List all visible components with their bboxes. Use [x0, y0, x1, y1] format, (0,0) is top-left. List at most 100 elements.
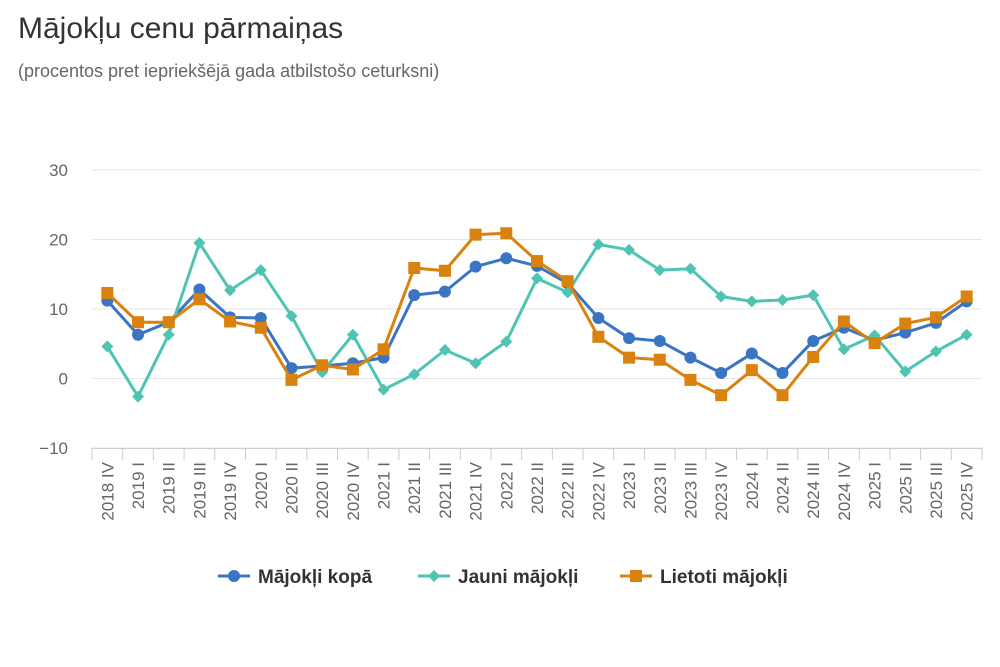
series-2: [101, 227, 973, 402]
x-tick-label: 2024 III: [804, 462, 823, 519]
data-point[interactable]: [807, 334, 820, 347]
data-point[interactable]: [837, 315, 850, 328]
data-point[interactable]: [929, 345, 942, 358]
data-point[interactable]: [745, 295, 758, 308]
data-point[interactable]: [469, 260, 482, 273]
data-point[interactable]: [193, 236, 206, 249]
legend-item[interactable]: Jauni mājokļi: [418, 567, 578, 588]
data-point[interactable]: [715, 389, 728, 402]
data-point[interactable]: [623, 351, 636, 364]
data-point[interactable]: [162, 328, 175, 341]
data-point[interactable]: [592, 312, 605, 325]
data-point[interactable]: [438, 285, 451, 298]
data-point[interactable]: [285, 362, 298, 375]
x-tick-label: 2024 IV: [835, 461, 854, 520]
data-point[interactable]: [807, 350, 820, 363]
data-point[interactable]: [715, 366, 728, 379]
data-point[interactable]: [776, 293, 789, 306]
data-point[interactable]: [776, 366, 789, 379]
x-tick-label: 2025 III: [927, 462, 946, 519]
x-axis: 2018 IV 2019 I 2019 II 2019 III 2019 IV 2020 …: [91, 448, 983, 521]
data-point[interactable]: [653, 353, 666, 366]
x-tick-label: 2023 IV: [712, 461, 731, 520]
data-point[interactable]: [745, 347, 758, 360]
data-point[interactable]: [960, 290, 973, 303]
data-point[interactable]: [899, 365, 912, 378]
x-tick-label: 2021 IV: [467, 461, 486, 520]
y-tick-label: 30: [49, 161, 68, 180]
legend-label: Mājokļi kopā: [258, 567, 372, 588]
data-point[interactable]: [377, 383, 390, 396]
data-point[interactable]: [316, 359, 329, 372]
data-point[interactable]: [684, 373, 697, 386]
data-point[interactable]: [377, 343, 390, 356]
data-point[interactable]: [531, 272, 543, 285]
x-tick-label: 2020 III: [313, 462, 332, 519]
data-point[interactable]: [346, 328, 359, 341]
data-point[interactable]: [500, 252, 513, 265]
series-group: [101, 227, 973, 403]
data-point[interactable]: [684, 351, 697, 364]
data-point[interactable]: [592, 330, 605, 343]
data-point[interactable]: [653, 334, 666, 347]
data-point[interactable]: [254, 264, 267, 277]
data-point[interactable]: [438, 264, 451, 277]
data-point[interactable]: [132, 390, 145, 403]
data-point[interactable]: [807, 289, 820, 302]
data-point[interactable]: [500, 335, 513, 348]
legend[interactable]: Mājokļi kopā Jauni mājokļi Lietoti mājokļi: [218, 567, 788, 588]
data-point[interactable]: [715, 290, 728, 303]
data-point[interactable]: [623, 332, 636, 345]
data-point[interactable]: [285, 373, 298, 386]
legend-item[interactable]: Mājokļi kopā: [218, 567, 372, 588]
data-point[interactable]: [408, 261, 421, 274]
x-tick-label: 2020 I: [252, 462, 271, 509]
data-point[interactable]: [868, 337, 881, 350]
legend-item[interactable]: Lietoti mājokļi: [620, 567, 788, 588]
data-point[interactable]: [469, 357, 482, 370]
x-tick-label: 2019 IV: [221, 461, 240, 520]
data-point[interactable]: [285, 309, 298, 322]
data-point[interactable]: [500, 227, 513, 240]
y-axis: 30 20 10 0 −10: [39, 161, 68, 458]
data-point[interactable]: [224, 284, 237, 297]
data-point[interactable]: [745, 364, 758, 377]
data-point[interactable]: [346, 363, 359, 376]
x-tick-label: 2021 I: [375, 462, 394, 509]
data-point[interactable]: [132, 316, 145, 329]
legend-marker[interactable]: [630, 570, 642, 582]
data-point[interactable]: [684, 262, 697, 275]
data-point[interactable]: [960, 328, 973, 341]
data-point[interactable]: [162, 316, 175, 329]
data-point[interactable]: [899, 326, 912, 339]
y-tick-label: 0: [59, 370, 68, 389]
legend-marker[interactable]: [428, 570, 440, 582]
data-point[interactable]: [561, 275, 574, 288]
data-point[interactable]: [224, 315, 237, 328]
data-point[interactable]: [929, 311, 942, 324]
data-point[interactable]: [592, 238, 605, 251]
data-point[interactable]: [776, 389, 789, 402]
x-tick-label: 2020 II: [282, 462, 301, 514]
x-tick-label: 2023 II: [651, 462, 670, 514]
data-point[interactable]: [101, 340, 114, 353]
data-point[interactable]: [653, 264, 666, 277]
data-point[interactable]: [408, 289, 421, 302]
x-tick-label: 2022 III: [559, 462, 578, 519]
x-tick-label: 2020 IV: [344, 461, 363, 520]
legend-marker[interactable]: [228, 570, 240, 582]
data-point[interactable]: [193, 293, 206, 306]
data-point[interactable]: [132, 328, 145, 341]
chart-title: Mājokļu cenu pārmaiņas: [18, 12, 344, 45]
data-point[interactable]: [623, 243, 636, 256]
data-point[interactable]: [254, 321, 267, 334]
data-point[interactable]: [193, 283, 206, 296]
data-point[interactable]: [254, 312, 267, 325]
data-point[interactable]: [837, 343, 850, 356]
data-point[interactable]: [469, 228, 482, 241]
data-point[interactable]: [531, 255, 543, 268]
data-point[interactable]: [899, 317, 912, 330]
data-point[interactable]: [408, 368, 421, 381]
data-point[interactable]: [438, 344, 451, 357]
data-point[interactable]: [101, 287, 114, 300]
